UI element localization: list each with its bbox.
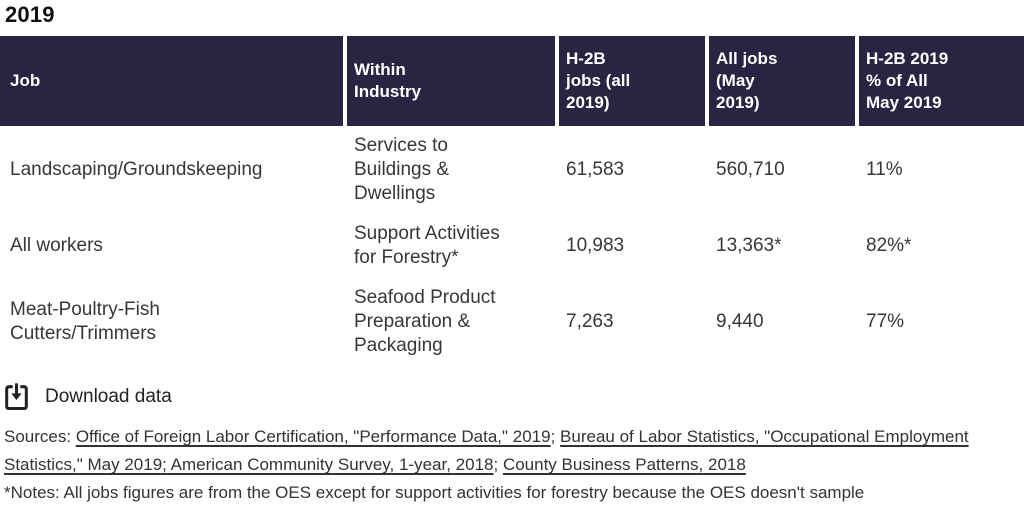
source-link-cbp[interactable]: County Business Patterns, 2018 [502,455,746,474]
table-cell-all-jobs: 9,440 [709,278,855,366]
notes-text: *Notes: All jobs figures are from the OE… [4,483,865,502]
table-cell-industry: Seafood Product Preparation & Packaging [347,278,555,366]
table-cell-h2b-jobs: 10,983 [559,214,705,278]
download-data-label: Download data [45,385,172,407]
column-header-job: Job [0,36,343,126]
column-header-all-jobs: All jobs (May 2019) [709,36,855,126]
column-header-h2b-jobs: H-2B jobs (all 2019) [559,36,705,126]
table-cell-percent: 82%* [859,214,1024,278]
download-data-button[interactable]: Download data [3,382,1024,411]
download-tray-icon [3,382,30,411]
source-link-bls-acs[interactable]: Bureau of Labor Statistics, "Occupationa… [4,427,969,474]
table-cell-all-jobs: 13,363* [709,214,855,278]
sources-paragraph: Sources: Office of Foreign Labor Certifi… [4,423,1020,479]
table-cell-job: Landscaping/Groundskeeping [0,126,343,214]
table-cell-industry: Services to Buildings & Dwellings [347,126,555,214]
sources-prefix: Sources: [4,427,76,446]
table-cell-all-jobs: 560,710 [709,126,855,214]
column-header-within-industry: Within Industry [347,36,555,126]
source-link-oflc[interactable]: Office of Foreign Labor Certification, "… [75,427,551,446]
h2b-jobs-table: Job Within Industry H-2B jobs (all 2019)… [0,36,1024,366]
table-cell-percent: 11% [859,126,1024,214]
table-cell-percent: 77% [859,278,1024,366]
page-title: 2019 [5,2,55,27]
table-cell-job: Meat-Poultry-Fish Cutters/Trimmers [0,278,343,366]
column-header-h2b-percent: H-2B 2019 % of All May 2019 [859,36,1024,126]
table-cell-h2b-jobs: 61,583 [559,126,705,214]
sources-separator: ; [493,455,503,474]
table-cell-job: All workers [0,214,343,278]
sources-separator: ; [550,427,561,446]
table-cell-industry: Support Activities for Forestry* [347,214,555,278]
table-cell-h2b-jobs: 7,263 [559,278,705,366]
